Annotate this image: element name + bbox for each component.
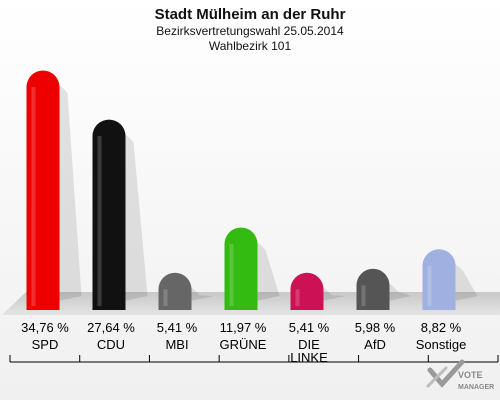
bar-highlight-afd <box>361 285 366 306</box>
value-label-die-linke: 5,41 % <box>289 320 330 335</box>
bar-highlight-sonstige <box>427 265 432 306</box>
chart-subtitle-election: Bezirksvertretungswahl 25.05.2014 <box>156 24 344 38</box>
value-labels: 34,76 % 27,64 % 5,41 % 11,97 % 5,41 % 5,98 % 8… <box>21 320 462 335</box>
chart-subtitle-district: Wahlbezirk 101 <box>209 39 292 53</box>
vote-manager-logo: VOTE MANAGER <box>426 359 494 391</box>
bar-body-sonstige <box>422 249 456 310</box>
value-label-sonstige: 8,82 % <box>421 320 462 335</box>
bar-sonstige <box>422 249 456 310</box>
bar-highlight-mbi <box>163 289 168 306</box>
bar-body-afd <box>356 268 390 310</box>
logo-line-2: MANAGER <box>458 384 494 391</box>
bar-body-grüne <box>224 227 258 310</box>
category-label-cdu: CDU <box>97 337 125 352</box>
category-label-afd: AfD <box>364 337 386 352</box>
bar-body-spd <box>26 70 60 310</box>
logo-line-1: VOTE <box>458 370 483 380</box>
bar-body-mbi <box>158 272 192 310</box>
bars <box>26 70 456 310</box>
bar-die-linke <box>290 272 324 310</box>
bar-cdu <box>92 119 126 310</box>
value-label-grüne: 11,97 % <box>220 320 267 335</box>
bar-highlight-spd <box>31 87 36 306</box>
category-label-grüne: GRÜNE <box>220 337 267 352</box>
chart-title: Stadt Mülheim an der Ruhr <box>155 6 346 23</box>
checkmark-icon <box>426 359 465 388</box>
bar-highlight-cdu <box>97 136 102 306</box>
bar-spd <box>26 70 60 310</box>
bar-highlight-grüne <box>229 244 234 306</box>
category-label-die-linke-line-2: LINKE <box>290 350 328 365</box>
value-label-cdu: 27,64 % <box>87 320 135 335</box>
category-axis <box>9 355 499 363</box>
bar-afd <box>356 268 390 310</box>
value-label-spd: 34,76 % <box>21 320 69 335</box>
bar-body-die-linke <box>290 272 324 310</box>
value-label-mbi: 5,41 % <box>157 320 198 335</box>
bar-body-cdu <box>92 119 126 310</box>
bar-mbi <box>158 272 192 310</box>
category-label-sonstige: Sonstige <box>416 337 467 352</box>
category-label-die-linke-line-1: DIE <box>298 337 320 352</box>
category-label-mbi: MBI <box>165 337 188 352</box>
bar-highlight-die-linke <box>295 289 300 306</box>
value-label-afd: 5,98 % <box>355 320 396 335</box>
category-label-spd: SPD <box>32 337 59 352</box>
bar-grüne <box>224 227 258 310</box>
